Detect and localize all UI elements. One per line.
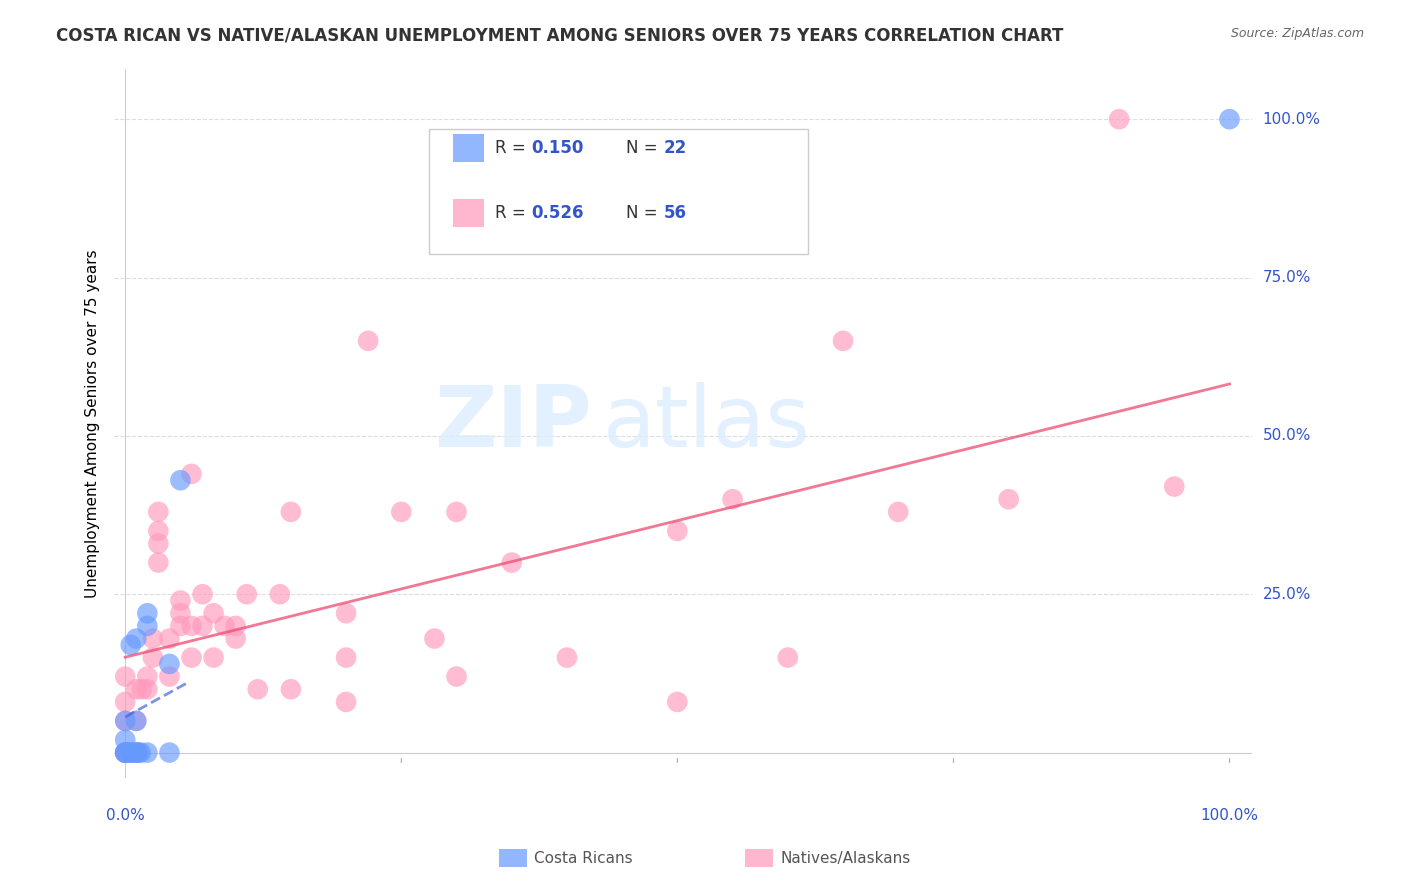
Text: 0.0%: 0.0% bbox=[105, 808, 145, 823]
Text: N =: N = bbox=[626, 139, 662, 157]
Point bbox=[136, 669, 159, 683]
Point bbox=[125, 714, 148, 728]
Point bbox=[887, 505, 910, 519]
Point bbox=[202, 650, 225, 665]
Point bbox=[148, 524, 170, 538]
Text: 50.0%: 50.0% bbox=[1263, 428, 1310, 443]
Text: 22: 22 bbox=[664, 139, 688, 157]
Point bbox=[180, 467, 202, 481]
Point bbox=[120, 638, 142, 652]
Text: 75.0%: 75.0% bbox=[1263, 270, 1310, 285]
Text: N =: N = bbox=[626, 204, 662, 222]
Point bbox=[555, 650, 578, 665]
Point bbox=[114, 746, 136, 760]
Point bbox=[157, 746, 180, 760]
Point bbox=[114, 714, 136, 728]
Point bbox=[129, 746, 152, 760]
Point bbox=[125, 632, 148, 646]
Point bbox=[1108, 112, 1130, 127]
Point bbox=[1218, 112, 1240, 127]
Point bbox=[136, 682, 159, 697]
Point bbox=[269, 587, 291, 601]
Point bbox=[125, 714, 148, 728]
Point bbox=[280, 505, 302, 519]
Point bbox=[666, 695, 689, 709]
Point bbox=[114, 669, 136, 683]
Point bbox=[191, 619, 214, 633]
Text: atlas: atlas bbox=[603, 382, 811, 465]
Text: Source: ZipAtlas.com: Source: ZipAtlas.com bbox=[1230, 27, 1364, 40]
Y-axis label: Unemployment Among Seniors over 75 years: Unemployment Among Seniors over 75 years bbox=[86, 249, 100, 598]
Point bbox=[280, 682, 302, 697]
Point bbox=[191, 587, 214, 601]
Point bbox=[114, 746, 136, 760]
Text: 100.0%: 100.0% bbox=[1201, 808, 1258, 823]
Point bbox=[202, 606, 225, 620]
Point bbox=[125, 682, 148, 697]
Point bbox=[357, 334, 380, 348]
Point bbox=[225, 632, 247, 646]
Point bbox=[666, 524, 689, 538]
Point bbox=[114, 733, 136, 747]
Point bbox=[125, 746, 148, 760]
Point bbox=[157, 657, 180, 671]
Text: 25.0%: 25.0% bbox=[1263, 587, 1310, 602]
Point bbox=[169, 606, 191, 620]
Point bbox=[148, 556, 170, 570]
Point bbox=[148, 505, 170, 519]
Point bbox=[136, 606, 159, 620]
Point bbox=[120, 746, 142, 760]
Text: Natives/Alaskans: Natives/Alaskans bbox=[780, 851, 911, 865]
Point bbox=[157, 669, 180, 683]
Point bbox=[721, 492, 744, 507]
Point bbox=[1163, 479, 1185, 493]
Text: R =: R = bbox=[495, 204, 531, 222]
Text: R =: R = bbox=[495, 139, 531, 157]
Point bbox=[169, 593, 191, 607]
Point bbox=[423, 632, 446, 646]
Point bbox=[114, 746, 136, 760]
Point bbox=[169, 619, 191, 633]
Point bbox=[446, 505, 468, 519]
Text: Costa Ricans: Costa Ricans bbox=[534, 851, 633, 865]
Text: 0.150: 0.150 bbox=[531, 139, 583, 157]
Point bbox=[997, 492, 1019, 507]
Point bbox=[120, 746, 142, 760]
Point bbox=[127, 746, 149, 760]
Text: 56: 56 bbox=[664, 204, 686, 222]
Point bbox=[389, 505, 412, 519]
Point bbox=[114, 746, 136, 760]
Point bbox=[136, 619, 159, 633]
Point bbox=[136, 746, 159, 760]
Point bbox=[335, 606, 357, 620]
Point bbox=[142, 650, 165, 665]
Point bbox=[114, 695, 136, 709]
Point bbox=[142, 632, 165, 646]
Point bbox=[501, 556, 523, 570]
Point bbox=[131, 682, 153, 697]
Point bbox=[776, 650, 799, 665]
Point bbox=[335, 650, 357, 665]
Point bbox=[148, 536, 170, 550]
Point bbox=[114, 746, 136, 760]
Point bbox=[832, 334, 855, 348]
Point bbox=[446, 669, 468, 683]
Text: COSTA RICAN VS NATIVE/ALASKAN UNEMPLOYMENT AMONG SENIORS OVER 75 YEARS CORRELATI: COSTA RICAN VS NATIVE/ALASKAN UNEMPLOYME… bbox=[56, 27, 1063, 45]
Point bbox=[157, 632, 180, 646]
Point bbox=[169, 473, 191, 487]
Point bbox=[180, 650, 202, 665]
Point bbox=[120, 746, 142, 760]
Point bbox=[335, 695, 357, 709]
Text: 0.526: 0.526 bbox=[531, 204, 583, 222]
Point bbox=[246, 682, 269, 697]
Point bbox=[235, 587, 257, 601]
Point bbox=[214, 619, 236, 633]
Point bbox=[225, 619, 247, 633]
Point bbox=[125, 746, 148, 760]
Text: 100.0%: 100.0% bbox=[1263, 112, 1320, 127]
Point bbox=[125, 746, 148, 760]
Point bbox=[180, 619, 202, 633]
Point bbox=[114, 714, 136, 728]
Text: ZIP: ZIP bbox=[434, 382, 592, 465]
